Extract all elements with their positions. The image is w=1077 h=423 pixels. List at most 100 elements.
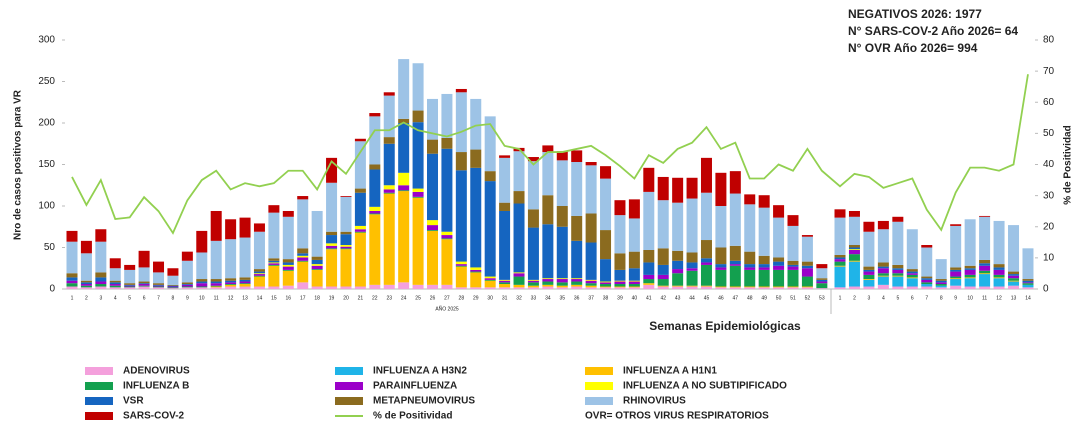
bar-segment <box>138 286 150 289</box>
bar-segment <box>527 280 539 283</box>
bar-segment <box>398 191 410 283</box>
bar-segment <box>542 279 554 282</box>
bar-segment <box>993 274 1005 278</box>
x-tick-label: 51 <box>790 295 796 301</box>
bar-segment <box>614 281 626 285</box>
y2-tick-label: 40 <box>1043 159 1055 170</box>
bar-segment <box>643 274 655 280</box>
x-tick-label: 36 <box>574 295 580 301</box>
bar-segment <box>66 280 78 284</box>
bar-segment <box>758 286 770 288</box>
bar-segment <box>441 137 453 149</box>
bar-segment <box>715 264 727 268</box>
bar-segment <box>686 268 698 271</box>
bar-segment <box>643 249 655 263</box>
x-tick-label: 15 <box>271 295 277 301</box>
x-tick-label: 1 <box>71 295 74 301</box>
bar-segment <box>383 92 395 96</box>
bar-segment <box>773 265 785 270</box>
bar-segment <box>109 284 121 286</box>
bar-segment <box>1008 280 1020 282</box>
y-tick-label: 300 <box>38 35 55 46</box>
bar-segment <box>1008 271 1020 275</box>
bar-segment <box>1022 248 1034 280</box>
x-tick-label: 45 <box>704 295 710 301</box>
x-tick-label: 3 <box>99 295 102 301</box>
x-tick-label: 23 <box>386 295 392 301</box>
bar-segment <box>268 212 280 259</box>
bar-segment <box>979 215 991 217</box>
bar-segment <box>297 196 309 200</box>
x-tick-label: 28 <box>459 295 465 301</box>
x-tick-label: 12 <box>996 295 1002 301</box>
bar-segment <box>906 273 918 275</box>
y-tick-label: 50 <box>44 242 56 253</box>
bar-segment <box>906 274 918 278</box>
bar-segment <box>484 278 496 280</box>
bar-segment <box>758 195 770 208</box>
y2-axis-label: % de Positividad <box>1063 125 1074 204</box>
bar-segment <box>585 283 597 286</box>
x-tick-label: 22 <box>372 295 378 301</box>
bar-segment <box>181 251 193 261</box>
bar-segment <box>801 236 813 262</box>
bar-segment <box>455 266 467 288</box>
bar-segment <box>499 284 511 288</box>
bar-segment <box>311 259 323 265</box>
bar-segment <box>816 264 828 269</box>
bar-segment <box>109 280 121 283</box>
bar-segment <box>571 281 583 285</box>
bar-segment <box>556 151 568 161</box>
bar-segment <box>906 286 918 289</box>
bar-segment <box>950 279 962 286</box>
bar-segment <box>1008 275 1020 279</box>
bar-segment <box>935 280 947 283</box>
bar-segment <box>993 264 1005 268</box>
bar-segment <box>80 287 92 289</box>
bar-segment <box>455 265 467 267</box>
bar-segment <box>744 269 756 287</box>
bar-segment <box>66 286 78 289</box>
bar-segment <box>643 279 655 284</box>
bar-segment <box>527 279 539 281</box>
bar-segment <box>993 267 1005 270</box>
y-tick-label: 200 <box>38 118 55 129</box>
bar-segment <box>758 269 770 287</box>
y-tick-label: 250 <box>38 76 55 87</box>
bar-segment <box>672 286 684 289</box>
bar-segment <box>1022 280 1034 283</box>
bar-segment <box>80 280 92 283</box>
bar-segment <box>210 210 222 241</box>
bar-segment <box>167 275 179 285</box>
y-tick-label: 0 <box>49 284 55 295</box>
bar-segment <box>921 278 933 280</box>
bar-segment <box>906 278 918 287</box>
bar-segment <box>181 284 193 287</box>
bar-segment <box>66 273 78 278</box>
x-tick-label: 24 <box>401 295 407 301</box>
bar-segment <box>369 214 381 285</box>
bar-segment <box>499 157 511 203</box>
y-axis-label: Nro de casos positivos para VR <box>13 89 24 240</box>
bar-segment <box>614 280 626 282</box>
bar-segment <box>499 155 511 158</box>
bar-segment <box>863 231 875 267</box>
bar-segment <box>614 284 626 287</box>
bar-segment <box>556 160 568 206</box>
bar-segment <box>153 285 165 287</box>
bar-segment <box>326 182 338 232</box>
bar-segment <box>383 192 395 194</box>
x-tick-label: 41 <box>646 295 652 301</box>
bar-segment <box>848 249 860 250</box>
bar-segment <box>225 282 237 285</box>
bar-segment <box>268 262 280 264</box>
bar-segment <box>614 286 626 288</box>
bar-segment <box>672 177 684 203</box>
legend-swatch <box>335 367 363 375</box>
bar-segment <box>210 240 222 280</box>
bar-segment <box>225 278 237 281</box>
bar-segment <box>628 286 640 288</box>
bar-segment <box>268 263 280 265</box>
bar-segment <box>66 283 78 287</box>
